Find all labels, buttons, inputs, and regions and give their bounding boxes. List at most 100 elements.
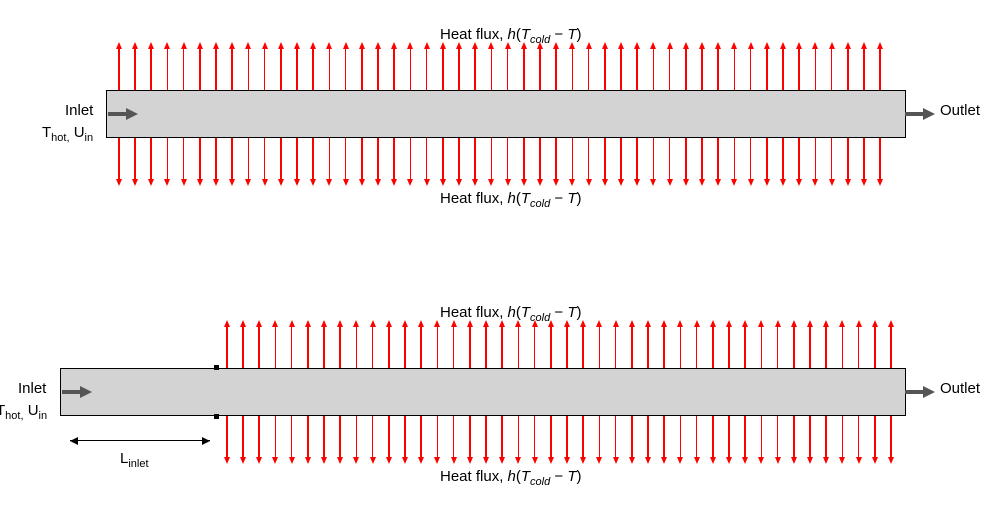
- flux-arrow: [388, 416, 390, 458]
- flux-arrow: [339, 416, 341, 458]
- flux-arrow: [615, 416, 617, 458]
- flux-arrow: [858, 416, 860, 458]
- flux-arrow: [372, 326, 374, 368]
- hf-coldd: cold: [530, 476, 550, 488]
- flux-arrow: [777, 326, 779, 368]
- flux-arrow: [437, 326, 439, 368]
- flux-arrow: [388, 326, 390, 368]
- hf-T2d: T: [567, 468, 576, 485]
- flux-arrow: [842, 416, 844, 458]
- flux-arrow: [453, 416, 455, 458]
- hf-T2c: T: [567, 304, 576, 321]
- linlet-label: Linlet: [120, 450, 149, 470]
- flux-arrow: [258, 416, 260, 458]
- flux-arrow: [518, 326, 520, 368]
- inlet-params-b: Thot, Uin: [0, 402, 47, 422]
- flux-arrow: [712, 416, 714, 458]
- tick-top: [214, 365, 219, 370]
- outlet-label-b: Outlet: [940, 380, 980, 397]
- flux-arrow: [599, 326, 601, 368]
- flux-arrow: [582, 326, 584, 368]
- flux-arrow: [485, 326, 487, 368]
- flux-arrow: [437, 416, 439, 458]
- flux-arrow: [291, 326, 293, 368]
- flux-arrow: [404, 326, 406, 368]
- hf-prefix3: Heat flux,: [440, 304, 508, 321]
- hf-T1c: T: [521, 304, 530, 321]
- flux-arrow: [566, 326, 568, 368]
- ip-inb: in: [39, 410, 48, 422]
- flux-arrow: [696, 326, 698, 368]
- outlet-text-b: Outlet: [940, 380, 980, 397]
- hf-h4: h: [508, 468, 516, 485]
- flux-arrow: [777, 416, 779, 458]
- hf-h3: h: [508, 304, 516, 321]
- flux-arrow: [744, 326, 746, 368]
- dim-line-linlet: [70, 440, 210, 441]
- flux-arrow: [242, 416, 244, 458]
- flux-arrow: [453, 326, 455, 368]
- flux-arrow: [663, 416, 665, 458]
- flux-arrow: [226, 416, 228, 458]
- flux-arrow: [615, 326, 617, 368]
- flux-arrow: [858, 326, 860, 368]
- heat-flux-label-bot-b: Heat flux, h(Tcold − T): [440, 468, 582, 488]
- flux-arrow: [696, 416, 698, 458]
- hf-closec: ): [577, 304, 582, 321]
- inlet-arrow-head-b: [80, 386, 92, 398]
- flux-arrow: [534, 326, 536, 368]
- flux-arrow: [323, 326, 325, 368]
- flux-arrow: [825, 416, 827, 458]
- flux-arrow: [404, 416, 406, 458]
- flux-arrow: [307, 326, 309, 368]
- flux-arrow: [631, 326, 633, 368]
- flux-arrow: [485, 416, 487, 458]
- flux-arrow: [728, 416, 730, 458]
- flux-arrow: [582, 416, 584, 458]
- flux-arrow: [291, 416, 293, 458]
- linlet-sub: inlet: [128, 458, 148, 470]
- flux-arrow: [647, 416, 649, 458]
- flux-arrow: [501, 326, 503, 368]
- ip-hotb: hot,: [5, 410, 23, 422]
- flux-arrow: [825, 326, 827, 368]
- flux-arrow: [420, 326, 422, 368]
- flux-arrow: [550, 416, 552, 458]
- flux-arrow: [712, 326, 714, 368]
- flux-arrow: [534, 416, 536, 458]
- flux-arrow: [761, 326, 763, 368]
- flux-arrow: [680, 416, 682, 458]
- flux-arrow: [842, 326, 844, 368]
- flux-arrow: [809, 326, 811, 368]
- flux-arrow: [356, 326, 358, 368]
- flux-arrow: [226, 326, 228, 368]
- flux-arrow: [793, 326, 795, 368]
- flux-arrow: [356, 416, 358, 458]
- tick-bottom: [214, 414, 219, 419]
- outlet-arrow-head-b: [923, 386, 935, 398]
- flux-arrow: [599, 416, 601, 458]
- hf-minusc: −: [550, 304, 567, 321]
- flux-arrow: [550, 326, 552, 368]
- flux-arrow: [323, 416, 325, 458]
- flux-arrow: [469, 416, 471, 458]
- flux-arrow: [793, 416, 795, 458]
- flux-arrow: [761, 416, 763, 458]
- flux-arrow: [469, 326, 471, 368]
- flux-arrow: [874, 326, 876, 368]
- flux-arrow: [680, 326, 682, 368]
- flux-arrow: [631, 416, 633, 458]
- inlet-arrow-shaft-b: [62, 390, 80, 394]
- pipe-bottom: [60, 368, 906, 416]
- flux-arrow: [339, 326, 341, 368]
- diagram-bottom: Heat flux, h(Tcold − T) Inlet Thot, Uin …: [0, 0, 1000, 526]
- flux-arrow: [874, 416, 876, 458]
- hf-closed: ): [577, 468, 582, 485]
- flux-arrow: [242, 326, 244, 368]
- flux-arrow: [890, 416, 892, 458]
- hf-minusd: −: [550, 468, 567, 485]
- inlet-label-b: Inlet: [18, 380, 46, 397]
- flux-arrow: [728, 326, 730, 368]
- heat-flux-label-top-b: Heat flux, h(Tcold − T): [440, 304, 582, 324]
- flux-arrow: [663, 326, 665, 368]
